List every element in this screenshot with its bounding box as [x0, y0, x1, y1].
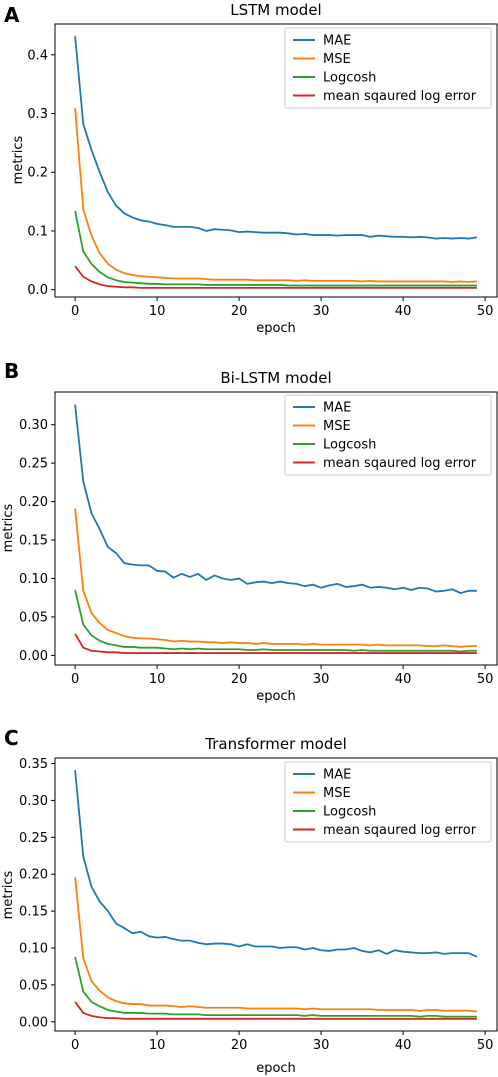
legend: MAE MSE Logcosh mean sqaured log error	[284, 394, 492, 476]
y-tick-label: 0.25	[19, 457, 48, 472]
series-line-4	[74, 633, 477, 654]
series-line-1	[74, 35, 478, 240]
x-tick-label: 40	[395, 304, 412, 319]
marks-layer	[74, 35, 478, 289]
legend-box	[284, 761, 492, 843]
y-tick-label: 0.05	[19, 610, 48, 625]
legend-label: Logcosh	[323, 438, 376, 453]
y-axis-label: metrics	[1, 870, 16, 919]
y-tick-label: 0.20	[19, 495, 48, 510]
y-tick-label: 0.10	[19, 941, 48, 956]
x-tick-label: 0	[71, 672, 79, 687]
x-tick-label: 40	[395, 672, 412, 687]
legend-box	[284, 394, 492, 476]
y-tick-label: 0.15	[19, 905, 48, 920]
x-axis-label: epoch	[256, 1061, 296, 1076]
panel-a: A LSTM model MAE MSE Logcosh mean sqaured l…	[4, 1, 498, 336]
panel-label: C	[4, 726, 19, 750]
legend-label: Logcosh	[323, 71, 376, 86]
legend: MAE MSE Logcosh mean sqaured log error	[284, 761, 492, 843]
x-tick-label: 10	[149, 672, 166, 687]
series-line-1	[74, 770, 478, 958]
legend-label: MSE	[323, 786, 351, 801]
x-tick-label: 0	[71, 1038, 79, 1053]
y-axis-label: metrics	[1, 503, 16, 552]
panel-b: B Bi-LSTM model MAE MSE Logcosh mean sqaure…	[1, 359, 498, 704]
marks-layer	[74, 404, 477, 654]
x-tick-label: 50	[477, 672, 494, 687]
x-tick-label: 30	[313, 1038, 330, 1053]
x-axis-label: epoch	[256, 689, 296, 704]
chart-title: LSTM model	[230, 1, 321, 19]
series-line-4	[74, 1001, 477, 1020]
y-tick-label: 0.1	[27, 224, 48, 239]
legend-label: MAE	[323, 401, 351, 416]
legend-label: mean sqaured log error	[323, 456, 477, 471]
plot-area: MAE MSE Logcosh mean sqaured log error 0 10 2…	[27, 23, 498, 319]
x-tick-label: 50	[477, 304, 494, 319]
chart-title: Transformer model	[204, 735, 346, 753]
panel-c: C Transformer model MAE MSE Logcosh mean sq…	[1, 726, 498, 1076]
panel-label: A	[4, 3, 20, 27]
series-line-1	[74, 404, 477, 594]
legend: MAE MSE Logcosh mean sqaured log error	[284, 27, 492, 109]
x-tick-label: 20	[231, 672, 248, 687]
series-line-2	[74, 108, 477, 283]
series-line-3	[74, 589, 477, 653]
y-tick-label: 0.30	[19, 794, 48, 809]
series-line-4	[74, 265, 477, 289]
plot-frame	[54, 23, 498, 298]
panel-label: B	[4, 359, 19, 383]
y-tick-label: 0.3	[27, 107, 48, 122]
marks-layer	[74, 770, 478, 1020]
x-tick-label: 10	[149, 304, 166, 319]
plot-area: MAE MSE Logcosh mean sqaured log error 0 10 2…	[19, 757, 498, 1053]
plot-frame	[54, 391, 498, 666]
plot-area: MAE MSE Logcosh mean sqaured log error 0 10 2…	[19, 391, 498, 687]
y-tick-label: 0.4	[27, 48, 48, 63]
x-tick-label: 10	[149, 1038, 166, 1053]
series-line-3	[74, 956, 477, 1018]
y-tick-label: 0.30	[19, 418, 48, 433]
legend-label: MAE	[323, 768, 351, 783]
x-tick-label: 40	[395, 1038, 412, 1053]
x-tick-label: 20	[231, 304, 248, 319]
x-tick-label: 50	[477, 1038, 494, 1053]
x-tick-label: 30	[313, 304, 330, 319]
legend-label: MAE	[323, 34, 351, 49]
series-line-2	[74, 877, 477, 1013]
series-line-3	[74, 210, 477, 287]
chart-title: Bi-LSTM model	[220, 369, 331, 387]
y-tick-label: 0.20	[19, 868, 48, 883]
y-tick-label: 0.05	[19, 978, 48, 993]
y-tick-label: 0.35	[19, 757, 48, 772]
x-axis-label: epoch	[256, 321, 296, 336]
y-tick-label: 0.15	[19, 534, 48, 549]
series-line-2	[74, 508, 477, 648]
y-tick-label: 0.25	[19, 831, 48, 846]
plot-frame	[54, 757, 498, 1032]
legend-label: MSE	[323, 419, 351, 434]
legend-label: mean sqaured log error	[323, 823, 477, 838]
legend-label: mean sqaured log error	[323, 89, 477, 104]
x-tick-label: 20	[231, 1038, 248, 1053]
x-tick-label: 0	[71, 304, 79, 319]
legend-box	[284, 27, 492, 109]
legend-label: Logcosh	[323, 805, 376, 820]
legend-label: MSE	[323, 52, 351, 67]
y-tick-label: 0.10	[19, 572, 48, 587]
y-axis-label: metrics	[11, 135, 26, 184]
x-tick-label: 30	[313, 672, 330, 687]
y-tick-label: 0.2	[27, 166, 48, 181]
y-tick-label: 0.0	[27, 283, 48, 298]
y-tick-label: 0.00	[19, 649, 48, 664]
y-tick-label: 0.00	[19, 1015, 48, 1030]
